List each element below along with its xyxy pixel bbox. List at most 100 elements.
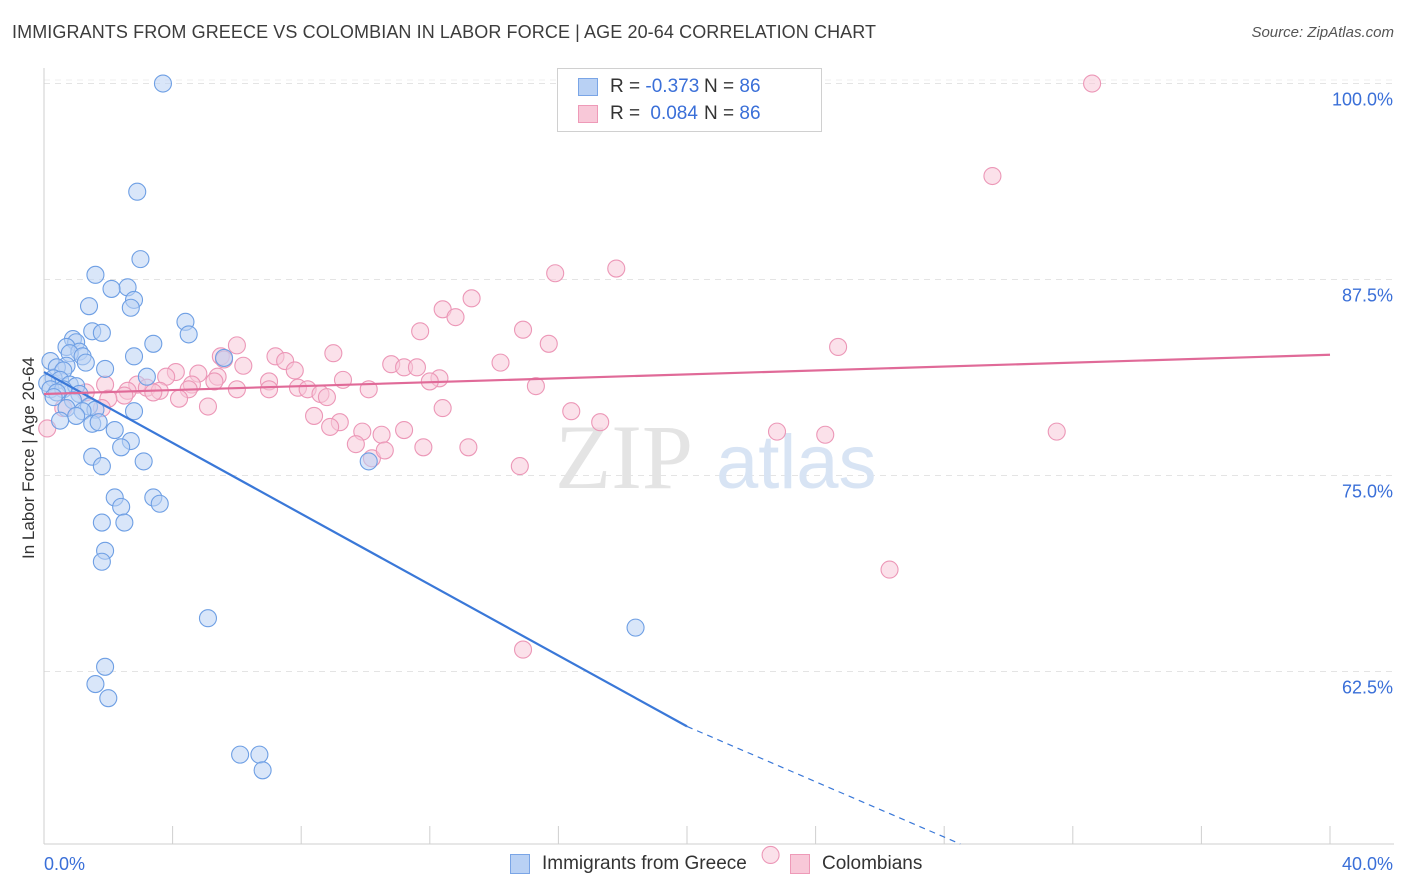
data-point — [513, 640, 533, 659]
bottom-legend-swatch-pink — [790, 854, 810, 874]
legend-n-label: N = — [704, 103, 735, 124]
data-point — [115, 513, 134, 532]
y-tick-label: 100.0% — [1332, 90, 1393, 110]
data-point — [92, 552, 111, 571]
data-point — [227, 336, 246, 355]
data-point — [92, 513, 111, 532]
data-point — [321, 417, 340, 436]
data-point — [150, 494, 169, 513]
data-point — [510, 457, 529, 476]
bottom-legend-label: Immigrants from Greece — [542, 853, 747, 874]
data-point — [459, 438, 478, 457]
data-point — [124, 402, 144, 421]
bottom-legend-swatch-blue — [510, 854, 530, 874]
data-point — [121, 298, 140, 317]
x-tick-label: 40.0% — [1342, 854, 1393, 874]
data-point — [198, 609, 218, 628]
data-point — [92, 457, 111, 476]
data-point — [205, 372, 224, 391]
legend-n-label: N = — [704, 76, 735, 97]
legend-r-label: R = — [610, 76, 641, 97]
y-tick-label: 75.0% — [1342, 482, 1393, 502]
data-point — [305, 406, 324, 425]
trend-lines — [43, 353, 1331, 845]
data-point — [112, 497, 131, 516]
legend-r-value: -0.373 — [645, 76, 700, 97]
data-point — [102, 279, 121, 298]
data-point — [124, 347, 144, 366]
data-point — [407, 358, 426, 377]
data-point — [395, 420, 414, 440]
data-point — [214, 348, 234, 367]
data-point — [144, 334, 163, 353]
data-point — [96, 657, 115, 676]
data-point — [411, 322, 430, 341]
watermark-atlas: atlas — [716, 420, 877, 505]
trend-line-colombians — [43, 353, 1331, 396]
x-tick-label: 0.0% — [44, 854, 85, 874]
data-point — [198, 397, 218, 416]
data-point — [131, 250, 150, 269]
data-point — [253, 761, 272, 780]
bottom-legend-colombians: Colombians — [790, 852, 922, 876]
data-point — [491, 353, 510, 372]
data-point — [446, 308, 465, 327]
data-point — [375, 441, 394, 460]
data-point — [112, 438, 131, 457]
y-tick-label: 62.5% — [1342, 678, 1393, 698]
data-point — [99, 689, 118, 708]
legend-row-greece: R = -0.373 N = 86 — [578, 74, 761, 100]
legend-swatch-blue — [578, 78, 598, 96]
watermark: ZIP atlas — [555, 406, 877, 508]
data-point — [1083, 74, 1102, 93]
data-point — [86, 265, 105, 284]
data-point — [79, 297, 99, 316]
data-point — [462, 289, 481, 308]
data-point — [372, 425, 391, 444]
data-point — [67, 406, 86, 425]
data-point — [137, 367, 156, 386]
data-point — [250, 745, 269, 764]
source-label: Source: ZipAtlas.com — [1251, 24, 1394, 41]
data-point — [414, 438, 433, 457]
watermark-zip: ZIP — [555, 406, 693, 508]
data-point — [346, 435, 365, 454]
data-point — [96, 359, 115, 378]
data-point — [539, 334, 558, 353]
y-tick-label: 87.5% — [1342, 286, 1393, 306]
data-point — [761, 845, 780, 865]
tick-labels: 100.0% 87.5% 75.0% 62.5% 0.0% 40.0% — [44, 90, 1393, 874]
data-point — [234, 356, 253, 375]
data-point — [92, 323, 111, 342]
data-point — [153, 74, 173, 93]
data-point — [179, 325, 198, 344]
legend-n-value: 86 — [739, 76, 761, 97]
legend-r-value: 0.084 — [650, 103, 698, 124]
data-point — [1047, 422, 1066, 441]
data-point — [433, 399, 452, 418]
data-point — [324, 344, 343, 363]
data-point — [169, 389, 189, 408]
legend-n-value: 86 — [739, 103, 761, 124]
grid-lines — [44, 79, 1394, 673]
data-point — [513, 320, 533, 339]
stats-legend: R = -0.373 N = 86 R = 0.084 N = 86 — [557, 68, 822, 132]
data-point — [259, 380, 279, 399]
data-point — [359, 452, 378, 471]
data-point — [526, 377, 545, 396]
data-point — [591, 413, 610, 432]
legend-swatch-pink — [578, 105, 598, 123]
data-point — [231, 745, 250, 764]
trend-line-greece-extension — [686, 725, 961, 845]
bottom-legend-greece: Immigrants from Greece — [510, 852, 747, 876]
legend-row-colombians: R = 0.084 N = 86 — [578, 101, 761, 127]
legend-r-label: R = — [610, 103, 641, 124]
data-point — [562, 402, 581, 421]
bottom-legend-label: Colombians — [822, 853, 923, 874]
data-point — [829, 337, 848, 356]
data-point — [767, 422, 787, 441]
data-point — [626, 618, 645, 637]
chart-title: IMMIGRANTS FROM GREECE VS COLOMBIAN IN L… — [12, 22, 877, 42]
data-point — [816, 425, 835, 444]
axes — [43, 68, 1394, 845]
